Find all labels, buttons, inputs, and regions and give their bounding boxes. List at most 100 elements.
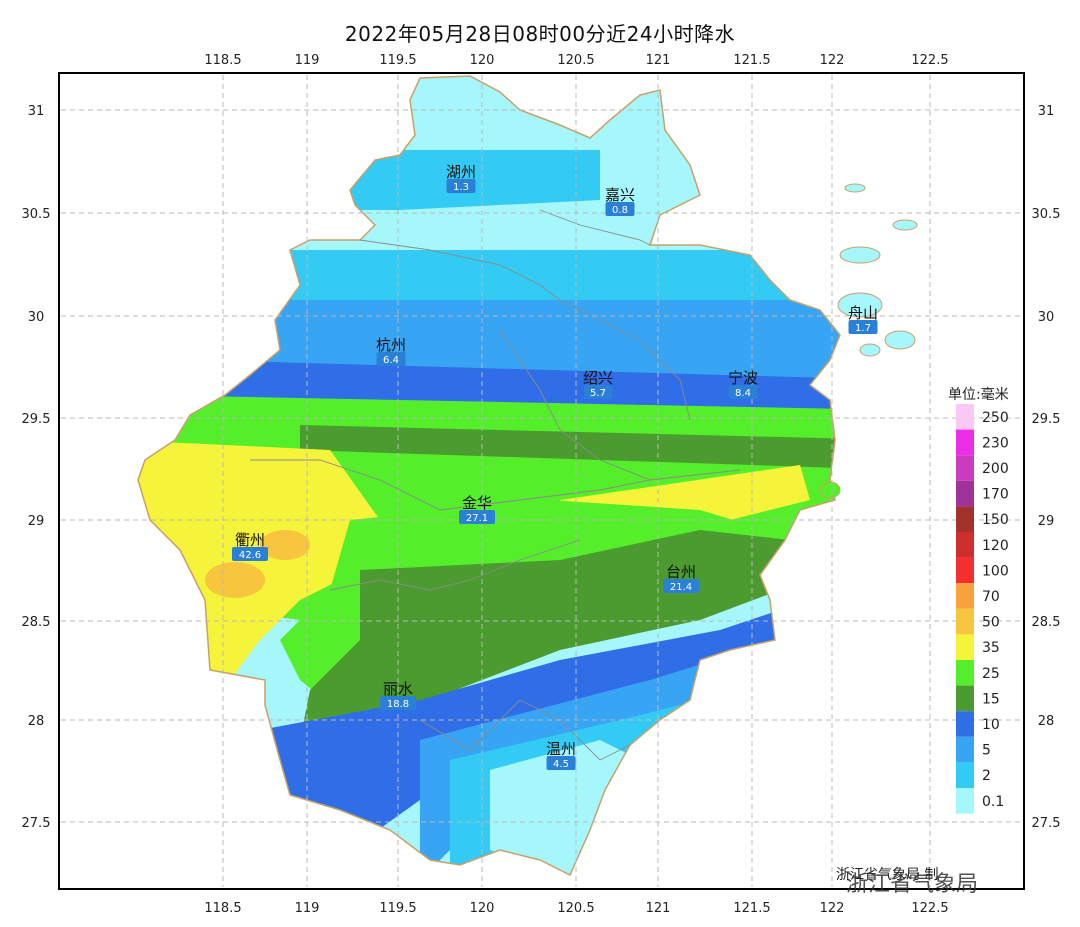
lon-tick-bottom: 119 <box>295 901 320 916</box>
latitude-labels-left: 31 30.5 30 29.5 29 28.5 28 27.5 <box>22 104 51 831</box>
city-value-box <box>380 696 416 710</box>
legend-swatch <box>956 788 974 814</box>
legend-swatch <box>956 429 974 456</box>
lat-tick-left: 28.5 <box>22 615 51 630</box>
city-value: 1.7 <box>855 323 871 334</box>
lon-tick-top: 121 <box>646 53 671 68</box>
city-value-box <box>728 385 758 399</box>
city-value-box <box>459 510 495 524</box>
city-label: 嘉兴0.8 <box>605 186 635 216</box>
graticule <box>61 75 1022 887</box>
legend-label: 35 <box>982 640 1000 656</box>
lon-tick-bottom: 119.5 <box>379 901 416 916</box>
legend-swatch <box>956 455 974 481</box>
lat-tick-left: 27.5 <box>22 816 51 831</box>
city-label: 宁波8.4 <box>728 369 758 399</box>
legend-swatch <box>956 660 974 686</box>
lat-tick-left: 30 <box>28 310 45 325</box>
legend-swatch <box>956 506 974 532</box>
legend-label: 170 <box>982 487 1009 503</box>
legend-label: 25 <box>982 666 1000 682</box>
lat-tick-right: 27.5 <box>1032 816 1061 831</box>
city-value: 5.7 <box>590 388 606 399</box>
city-name: 杭州 <box>376 336 406 354</box>
lat-tick-right: 28 <box>1038 714 1055 729</box>
lon-tick-bottom: 121 <box>646 901 671 916</box>
city-name: 宁波 <box>728 369 758 387</box>
legend-label: 15 <box>982 691 1000 707</box>
lon-tick-bottom: 120.5 <box>557 901 594 916</box>
lon-tick-top: 120 <box>470 53 495 68</box>
city-value-box <box>605 202 635 216</box>
longitude-labels-bottom: 118.5 119 119.5 120 120.5 121 121.5 122 122.5 <box>204 901 948 916</box>
city-name: 嘉兴 <box>605 186 635 204</box>
legend-unit: 单位:毫米 <box>948 386 1009 403</box>
city-name: 衢州 <box>235 531 265 549</box>
legend-label: 50 <box>982 615 1000 631</box>
lat-tick-right: 31 <box>1038 104 1055 119</box>
map-title: 2022年05月28日08时00分近24小时降水 <box>344 22 736 46</box>
lat-tick-left: 30.5 <box>22 207 51 222</box>
watermark: 浙江省气象局 <box>846 872 979 897</box>
city-name: 温州 <box>546 740 576 758</box>
city-value: 27.1 <box>466 513 488 524</box>
city-value: 42.6 <box>239 550 261 561</box>
city-name: 台州 <box>666 563 696 581</box>
legend-label: 70 <box>982 589 1000 605</box>
legend-label: 120 <box>982 538 1009 554</box>
legend-label: 150 <box>982 512 1009 528</box>
city-value-box <box>583 385 613 399</box>
city-value: 0.8 <box>612 205 628 216</box>
city-name: 金华 <box>462 494 492 512</box>
lat-tick-left: 29.5 <box>22 412 51 427</box>
city-value-box <box>546 756 576 770</box>
city-boundaries <box>250 209 741 761</box>
city-value: 1.3 <box>453 182 469 193</box>
lat-tick-right: 28.5 <box>1032 615 1061 630</box>
lon-tick-top: 118.5 <box>204 53 241 68</box>
lon-tick-top: 121.5 <box>733 53 770 68</box>
city-label: 杭州6.4 <box>376 336 406 366</box>
city-name: 绍兴 <box>583 369 613 387</box>
lon-tick-bottom: 121.5 <box>733 901 770 916</box>
city-value-box <box>446 179 476 193</box>
city-value: 8.4 <box>735 388 751 399</box>
city-name: 舟山 <box>848 304 878 322</box>
city-name: 湖州 <box>446 163 476 181</box>
legend-swatch <box>956 711 974 737</box>
legend-label: 10 <box>982 717 1000 733</box>
lon-tick-bottom: 118.5 <box>204 901 241 916</box>
islands <box>819 183 918 499</box>
lat-tick-right: 30 <box>1038 310 1055 325</box>
lon-tick-top: 120.5 <box>557 53 594 68</box>
city-value-box <box>376 352 406 366</box>
legend-swatch <box>956 608 974 635</box>
legend-swatch <box>956 480 974 507</box>
lat-tick-left: 29 <box>28 514 45 529</box>
lon-tick-top: 119.5 <box>379 53 416 68</box>
city-label: 温州4.5 <box>546 740 576 770</box>
lat-tick-right: 29.5 <box>1032 412 1061 427</box>
city-name: 丽水 <box>383 680 413 698</box>
legend-label: 230 <box>982 435 1009 451</box>
legend-label: 2 <box>982 768 991 784</box>
lat-tick-left: 31 <box>28 104 45 119</box>
legend-label: 5 <box>982 743 991 759</box>
legend-label: 200 <box>982 461 1009 477</box>
city-value-box <box>663 579 699 593</box>
legend-swatch <box>956 685 974 712</box>
lon-tick-top: 119 <box>295 53 320 68</box>
legend-swatch <box>956 634 974 660</box>
legend-swatch <box>956 532 974 558</box>
city-value-box <box>232 547 268 561</box>
lon-tick-bottom: 122 <box>820 901 845 916</box>
city-value-box <box>848 320 878 334</box>
latitude-labels-right: 31 30.5 30 29.5 29 28.5 28 27.5 <box>1032 104 1061 831</box>
city-value: 21.4 <box>670 582 692 593</box>
